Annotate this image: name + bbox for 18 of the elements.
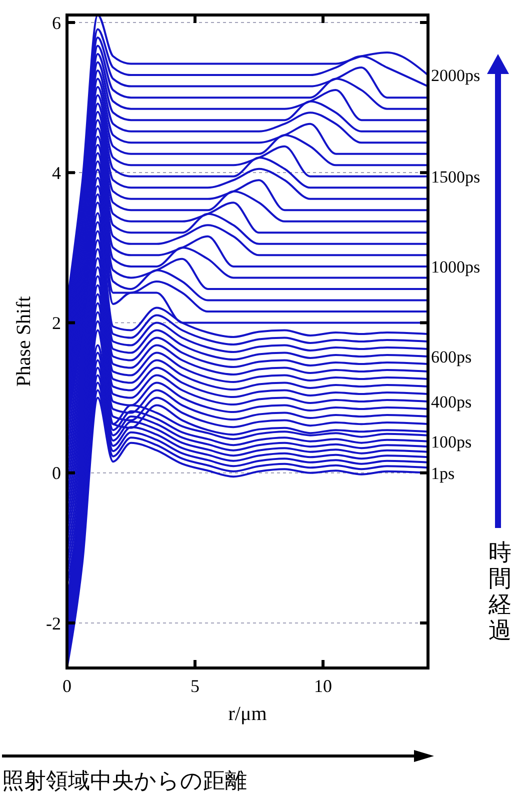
x-tick-label: 5	[190, 676, 200, 696]
x-axis-title: r/μm	[228, 703, 268, 725]
y-tick-label: 4	[52, 162, 61, 183]
y-tick-label: 6	[52, 12, 61, 33]
series-label: 400ps	[431, 392, 472, 412]
text: 照射領域中央からの距離	[2, 769, 247, 792]
series-label: 600ps	[431, 347, 472, 366]
series-label: 1500ps	[431, 167, 480, 186]
series-label: 1ps	[431, 464, 455, 483]
y-tick-label: 2	[52, 313, 61, 334]
y-axis-title: Phase Shift	[13, 296, 35, 387]
y-tick-label: 0	[52, 463, 61, 484]
x-tick-label: 10	[314, 676, 332, 696]
series-label: 2000ps	[431, 66, 480, 85]
text: 時間経過	[488, 540, 512, 644]
y-tick-label: -2	[46, 613, 61, 634]
series-label: 100ps	[431, 432, 472, 452]
series-label: 1000ps	[431, 257, 480, 276]
